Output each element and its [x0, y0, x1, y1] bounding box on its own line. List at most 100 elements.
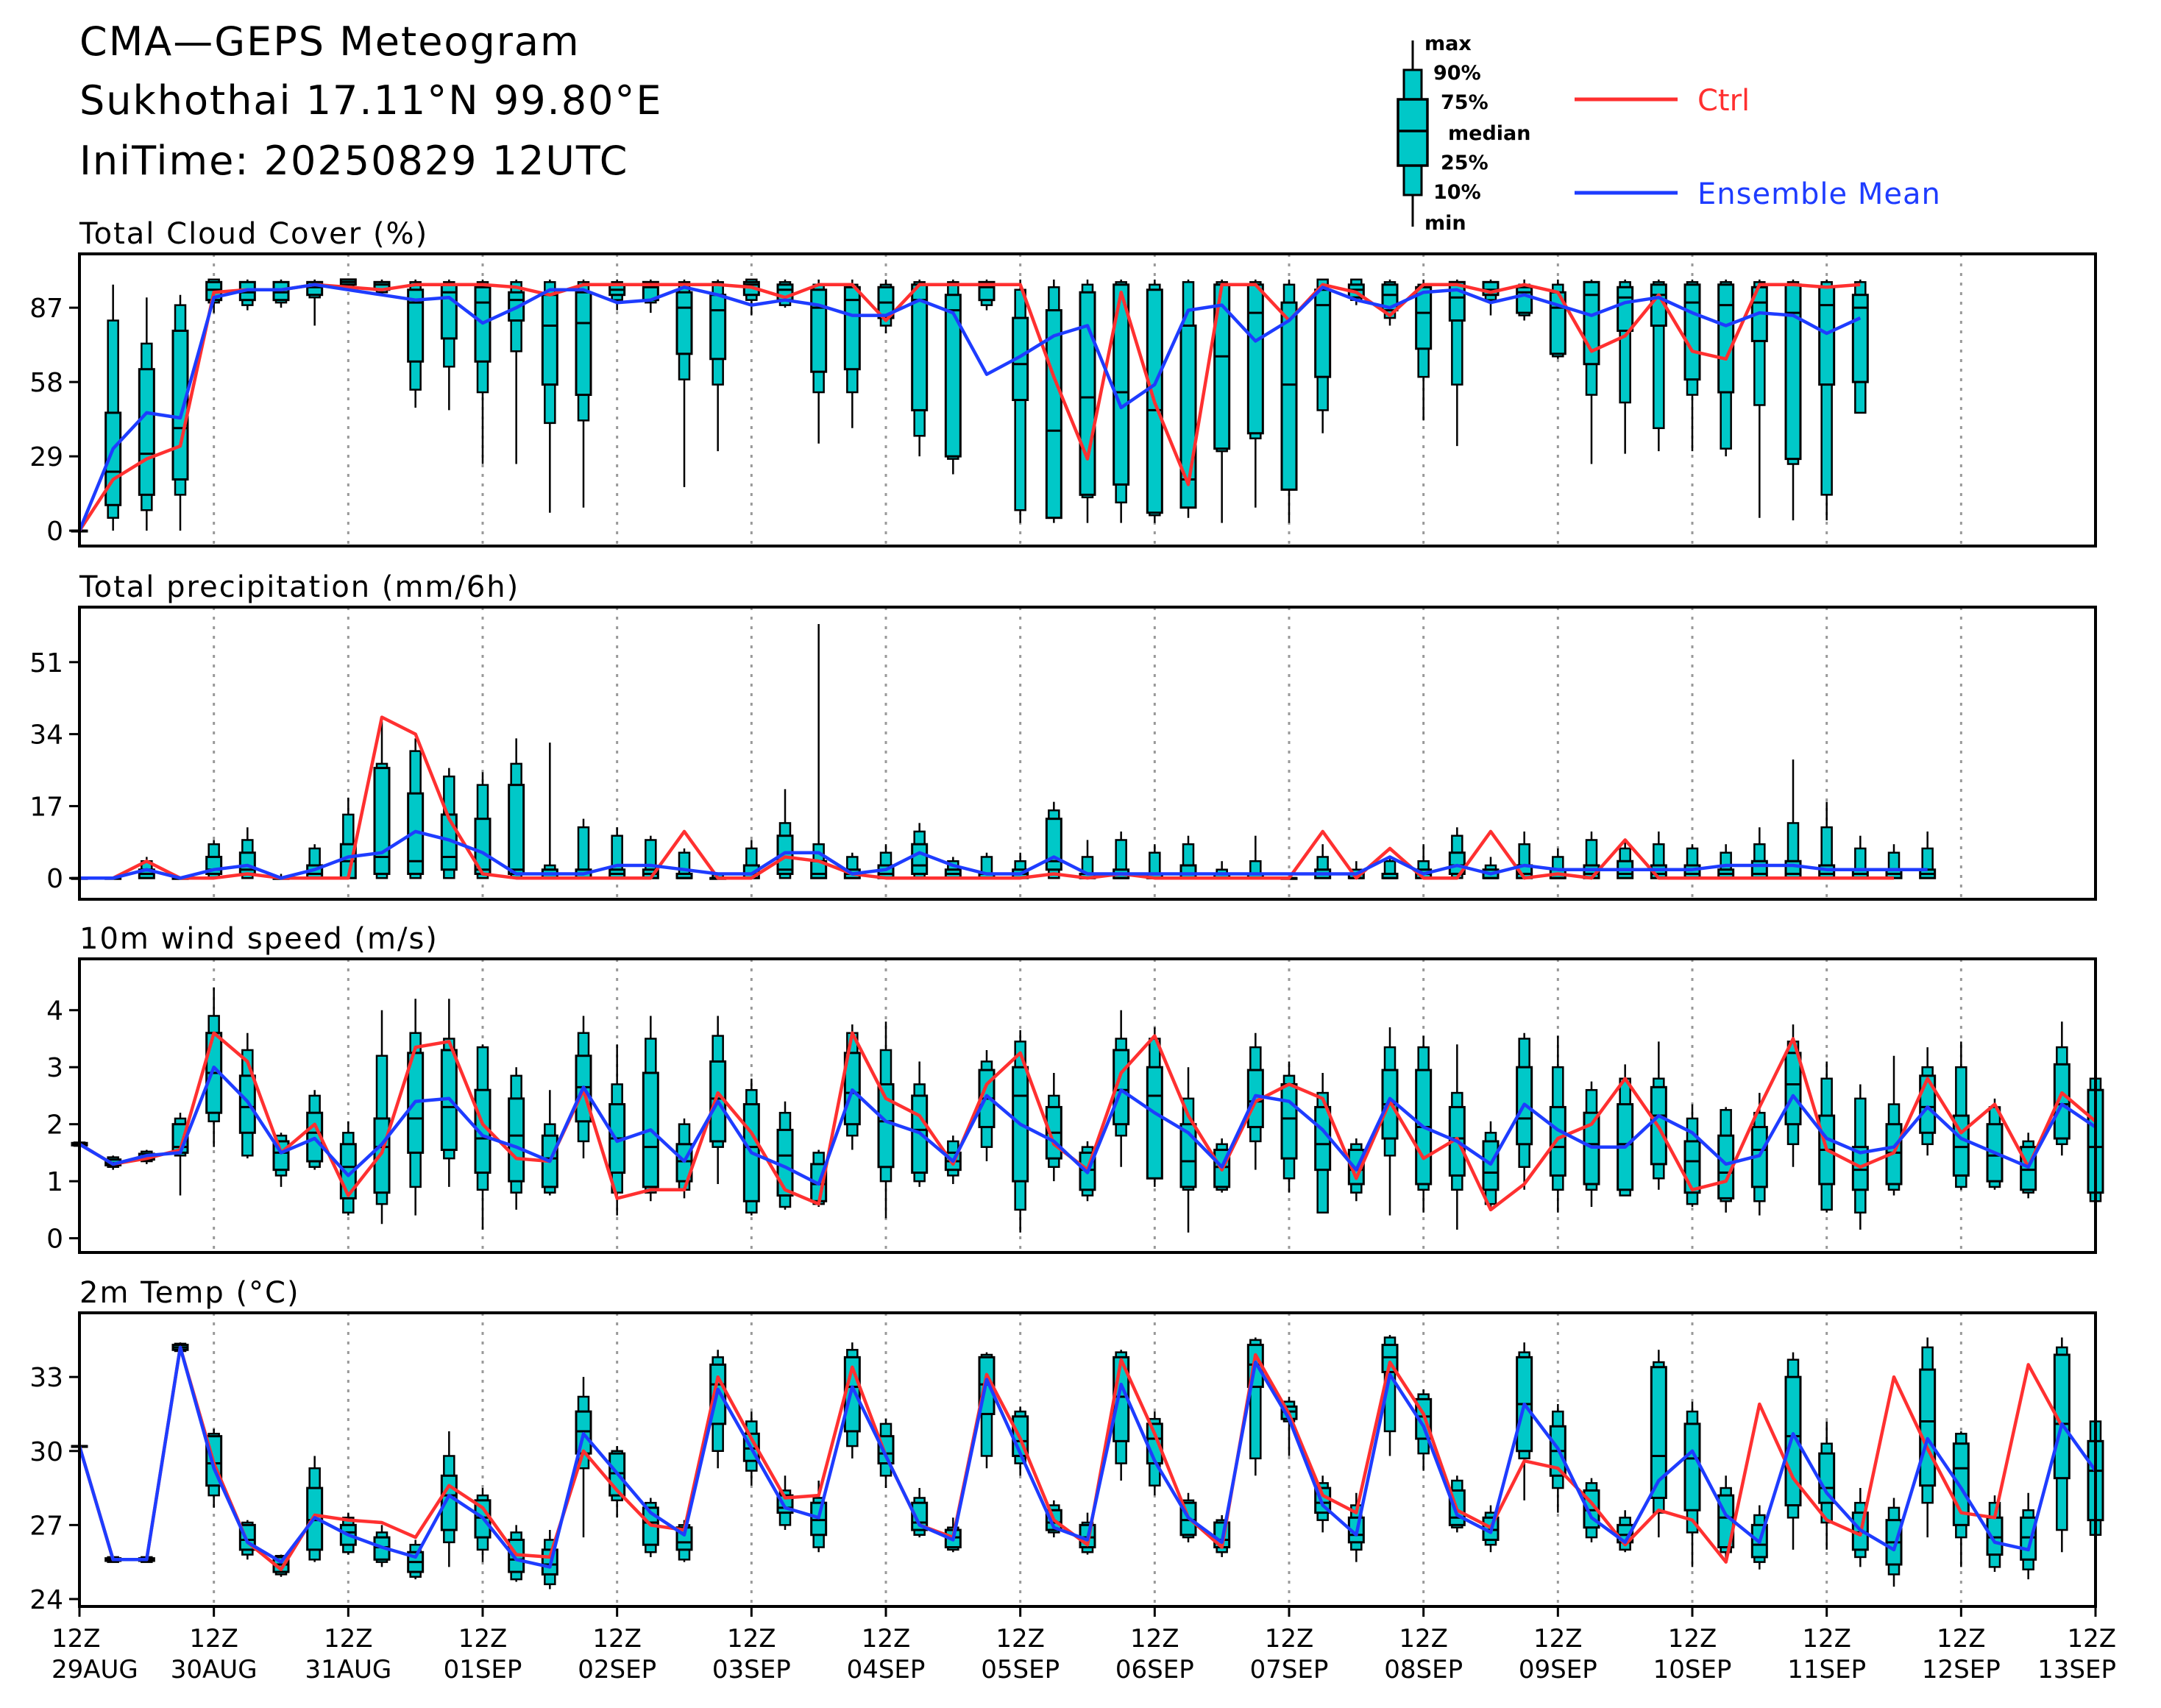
panel-2: Total precipitation (mm/6h) 0 17 34 51 [29, 570, 2097, 901]
y-tick-label: 4 [46, 996, 63, 1027]
box-inner [1415, 286, 1433, 350]
box-inner [508, 1097, 525, 1183]
station-label: Sukhothai 17.11°N 99.80°E [79, 77, 663, 124]
chart-title: CMA—GEPS Meteogram [79, 18, 581, 65]
box-inner [1683, 1422, 1701, 1512]
box-inner [1784, 283, 1802, 461]
x-tick-label-date: 01SEP [444, 1655, 522, 1684]
box-inner [944, 294, 962, 458]
x-tick-label-hour: 12Z [324, 1624, 373, 1654]
x-tick-label-date: 07SEP [1250, 1655, 1329, 1684]
x-tick-label-date: 30AUG [171, 1655, 258, 1684]
box-inner [1045, 309, 1062, 520]
panel-frame [78, 606, 2097, 901]
init-time-label: IniTime: 20250829 12UTC [79, 138, 629, 184]
box-inner [1246, 283, 1264, 435]
box-inner [1683, 1140, 1701, 1194]
box-inner [407, 288, 425, 363]
panel-frame [78, 1311, 2097, 1608]
panel-title: 2m Temp (°C) [79, 1276, 300, 1310]
box-inner [1381, 283, 1399, 312]
y-tick-label: 0 [46, 864, 63, 894]
legend-box-label: 25% [1441, 152, 1488, 174]
box-inner [373, 1117, 391, 1194]
x-tick-label-date: 10SEP [1653, 1655, 1732, 1684]
panels: Total Cloud Cover (%) 0 29 58 87 Total precip… [29, 217, 2104, 1615]
ensemble-mean-line [79, 829, 1928, 880]
x-tick-label-hour: 12Z [458, 1624, 508, 1654]
y-tick-label: 58 [29, 368, 63, 398]
y-tick-label: 51 [29, 648, 63, 678]
x-tick-label-date: 05SEP [981, 1655, 1060, 1684]
x-tick-label-hour: 12Z [1399, 1624, 1448, 1654]
box-inner [877, 1082, 895, 1169]
box-inner [1549, 1105, 1566, 1177]
box-inner [1717, 283, 1735, 394]
x-tick-label-hour: 12Z [1668, 1624, 1717, 1654]
x-tick-label-hour: 12Z [1937, 1624, 1986, 1654]
y-tick-label: 33 [29, 1363, 63, 1393]
x-tick-label-hour: 12Z [189, 1624, 238, 1654]
box-inner [1919, 1368, 1937, 1487]
y-tick-label: 29 [29, 442, 63, 472]
y-tick-label: 3 [46, 1053, 63, 1083]
box-inner [508, 784, 525, 875]
panel-1: Total Cloud Cover (%) 0 29 58 87 [29, 217, 2097, 548]
box-inner [1683, 283, 1701, 381]
ensemble-mean-line [77, 283, 1862, 531]
box-inner [1079, 291, 1096, 496]
x-tick-label-date: 02SEP [578, 1655, 656, 1684]
box-inner [2053, 1063, 2070, 1140]
y-tick-label: 34 [29, 720, 63, 751]
box-inner [1818, 1452, 1836, 1504]
x-tick-label-hour: 12Z [1533, 1624, 1583, 1654]
y-tick-label: 0 [46, 517, 63, 547]
legend-box-label: 75% [1441, 91, 1488, 114]
legend-box-label: 90% [1433, 62, 1481, 85]
ensemble-mean-line [77, 1345, 2097, 1569]
box-inner [709, 294, 727, 361]
box-inner [541, 294, 558, 386]
box-inner [575, 291, 592, 397]
x-tick-label-date: 29AUG [52, 1655, 138, 1684]
y-tick-label: 0 [46, 1225, 63, 1255]
x-tick-label-date: 08SEP [1384, 1655, 1463, 1684]
y-tick-label: 17 [29, 792, 63, 822]
x-tick-label-date: 12SEP [1922, 1655, 2001, 1684]
box-inner [2053, 1353, 2070, 1480]
x-tick-label-date: 31AUG [305, 1655, 391, 1684]
ctrl-line [78, 283, 1861, 532]
x-tick-label-date: 09SEP [1519, 1655, 1597, 1684]
box-inner [138, 368, 155, 496]
box-inner [911, 843, 929, 875]
panel-3: 10m wind speed (m/s) 0 1 2 3 4 [46, 922, 2104, 1255]
box-inner [1516, 286, 1533, 314]
x-tick-label-hour: 12Z [2067, 1624, 2116, 1654]
box-inner [104, 411, 122, 506]
box-inner [2020, 1516, 2037, 1561]
ctrl-line [79, 715, 1894, 880]
box-inner [1179, 864, 1197, 879]
y-tick-label: 1 [46, 1167, 63, 1197]
x-tick-label-hour: 12Z [1802, 1624, 1851, 1654]
y-tick-label: 24 [29, 1585, 63, 1615]
panel-frame [78, 957, 2097, 1254]
box-inner [776, 1128, 794, 1197]
y-tick-label: 27 [29, 1511, 63, 1541]
box-inner [1045, 818, 1062, 871]
box-inner [776, 834, 794, 875]
x-tick-label-hour: 12Z [996, 1624, 1045, 1654]
box-inner [1784, 1052, 1802, 1126]
x-tick-label-hour: 12Z [862, 1624, 911, 1654]
panel-title: 10m wind speed (m/s) [79, 922, 439, 956]
legend-box-inner [1397, 98, 1429, 167]
x-tick-label-date: 06SEP [1115, 1655, 1194, 1684]
box-inner [1818, 286, 1836, 386]
box-inner [1448, 851, 1466, 875]
box-inner [1448, 280, 1466, 322]
legend-mean-label: Ensemble Mean [1697, 177, 1941, 211]
box-inner [843, 286, 861, 371]
box-inner [1280, 301, 1298, 491]
x-tick-label-date: 04SEP [847, 1655, 926, 1684]
